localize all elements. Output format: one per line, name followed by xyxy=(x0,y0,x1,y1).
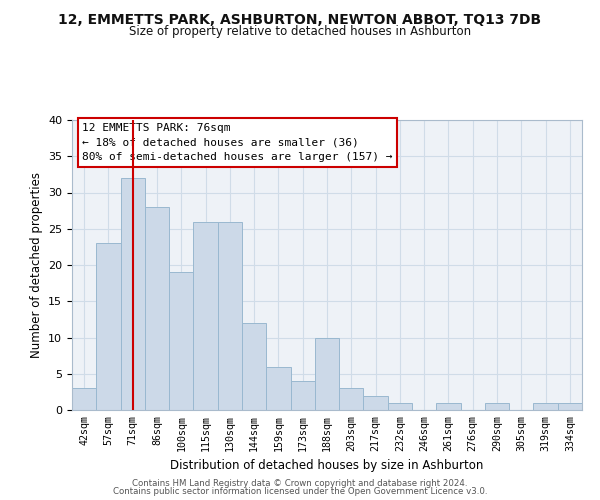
Bar xyxy=(266,366,290,410)
Bar xyxy=(436,403,461,410)
Bar xyxy=(96,244,121,410)
Y-axis label: Number of detached properties: Number of detached properties xyxy=(29,172,43,358)
Bar xyxy=(169,272,193,410)
Bar xyxy=(364,396,388,410)
Bar xyxy=(388,403,412,410)
Bar xyxy=(533,403,558,410)
Bar xyxy=(558,403,582,410)
Bar xyxy=(290,381,315,410)
Bar xyxy=(145,207,169,410)
X-axis label: Distribution of detached houses by size in Ashburton: Distribution of detached houses by size … xyxy=(170,459,484,472)
Text: Size of property relative to detached houses in Ashburton: Size of property relative to detached ho… xyxy=(129,25,471,38)
Text: Contains HM Land Registry data © Crown copyright and database right 2024.: Contains HM Land Registry data © Crown c… xyxy=(132,478,468,488)
Bar xyxy=(339,388,364,410)
Bar xyxy=(315,338,339,410)
Text: 12 EMMETTS PARK: 76sqm
← 18% of detached houses are smaller (36)
80% of semi-det: 12 EMMETTS PARK: 76sqm ← 18% of detached… xyxy=(82,123,392,162)
Bar xyxy=(121,178,145,410)
Text: 12, EMMETTS PARK, ASHBURTON, NEWTON ABBOT, TQ13 7DB: 12, EMMETTS PARK, ASHBURTON, NEWTON ABBO… xyxy=(58,12,542,26)
Bar xyxy=(218,222,242,410)
Bar xyxy=(242,323,266,410)
Bar xyxy=(193,222,218,410)
Bar xyxy=(485,403,509,410)
Bar xyxy=(72,388,96,410)
Text: Contains public sector information licensed under the Open Government Licence v3: Contains public sector information licen… xyxy=(113,487,487,496)
